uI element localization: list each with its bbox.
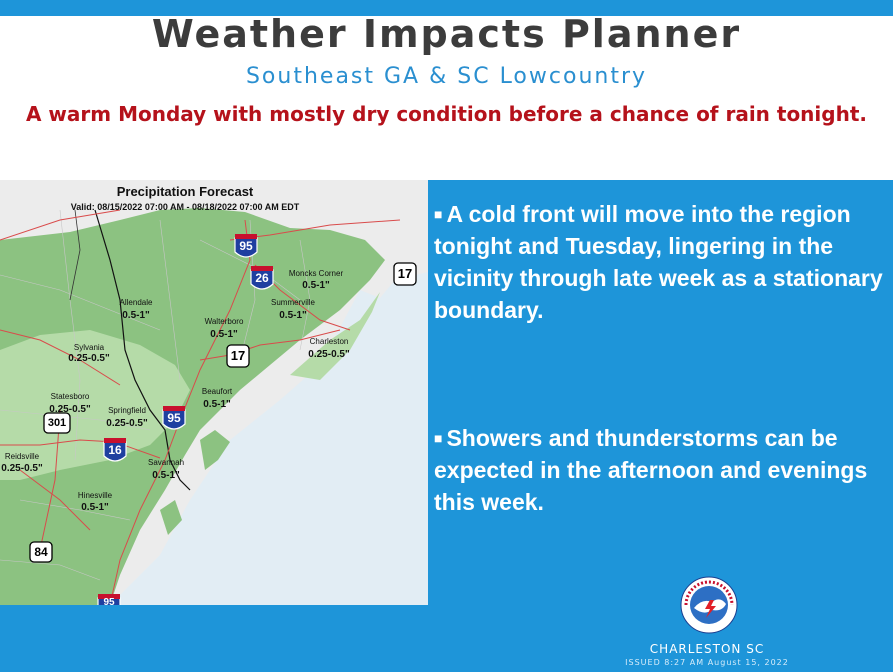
- page-title: Weather Impacts Planner: [151, 12, 742, 56]
- place-label: Savannah: [147, 458, 185, 467]
- bullet-square-icon: ■: [434, 430, 443, 446]
- bullet-item: ■ Showers and thunderstorms can be expect…: [434, 422, 884, 518]
- place-label: Walterboro: [204, 317, 244, 326]
- us-17-ne-shield: [393, 262, 417, 286]
- shield-number: 95: [167, 411, 181, 425]
- place-label: Summerville: [270, 298, 316, 307]
- bullet-square-icon: ■: [434, 206, 443, 222]
- rain-area-0-5-1: [0, 208, 385, 605]
- place-amount: 0.5-1": [210, 329, 238, 340]
- place-amount: 0.25-0.5": [49, 404, 91, 415]
- shield-number: 17: [397, 266, 413, 281]
- top-strip: [0, 0, 893, 16]
- discussion-panel: ■ A cold front will move into the region …: [428, 180, 893, 605]
- place-amount: 0.5-1": [122, 310, 150, 321]
- office-name: CHARLESTON SC: [649, 642, 765, 656]
- island: [200, 430, 230, 470]
- place-amount: 0.25-0.5": [1, 463, 43, 474]
- rain-area-0-25-0-5-west: [0, 330, 190, 480]
- place-label: Statesboro: [50, 392, 90, 401]
- place-label: Moncks Corner: [288, 269, 344, 278]
- place-label: Beaufort: [201, 387, 233, 396]
- bullet-text: A cold front will move into the region t…: [434, 201, 883, 323]
- place-label: Reidsville: [4, 452, 40, 461]
- precipitation-map: Precipitation Forecast Valid: 08/15/2022…: [0, 180, 428, 605]
- island: [160, 500, 182, 535]
- headline: A warm Monday with mostly dry condition …: [25, 102, 867, 126]
- shield-number: 16: [108, 443, 122, 457]
- place-amount: 0.25-0.5": [308, 349, 350, 360]
- rain-area-0-25-0-5-charleston: [290, 292, 380, 380]
- us-84-shield: [29, 541, 53, 563]
- interstate-95-mid-shield: [162, 406, 186, 430]
- page-subtitle: Southeast GA & SC Lowcountry: [245, 64, 648, 89]
- place-amount: 0.25-0.5": [68, 353, 110, 364]
- interstate-95-bottom-shield: [97, 594, 121, 605]
- place-label: Hinesville: [77, 491, 113, 500]
- shield-number: 84: [34, 545, 48, 559]
- footer-band: [0, 605, 893, 672]
- place-amount: 0.5-1": [203, 399, 231, 410]
- place-amount: 0.25-0.5": [106, 418, 148, 429]
- place-amount: 0.5-1": [152, 470, 180, 481]
- place-amount: 0.5-1": [81, 502, 109, 513]
- river: [69, 209, 81, 301]
- interstate-95-top-shield: [234, 234, 258, 258]
- nws-logo-icon: [680, 576, 738, 634]
- us-17-mid-shield: [226, 344, 250, 368]
- us-301-shield: [43, 412, 71, 434]
- shield-number: 95: [239, 239, 253, 253]
- bullet-text: Showers and thunderstorms can be expecte…: [434, 425, 868, 515]
- place-label: Allendale: [119, 298, 153, 307]
- place-label: Springfield: [108, 406, 146, 415]
- map-canvas: [0, 180, 428, 605]
- shield-number: 26: [255, 271, 269, 285]
- map-title: Precipitation Forecast: [116, 184, 254, 199]
- shield-number: 17: [230, 348, 246, 363]
- interstate-16-shield: [103, 438, 127, 462]
- place-amount: 0.5-1": [279, 310, 307, 321]
- interstate-26-shield: [250, 266, 274, 290]
- bullet-item: ■ A cold front will move into the region …: [434, 198, 884, 326]
- shield-number: 95: [103, 597, 115, 605]
- place-amount: 0.5-1": [302, 280, 330, 291]
- place-label: Sylvania: [73, 343, 105, 352]
- map-valid-period: Valid: 08/15/2022 07:00 AM - 08/18/2022 …: [70, 202, 300, 212]
- place-label: Charleston: [309, 337, 349, 346]
- state-border: [94, 209, 191, 491]
- shield-number: 301: [47, 417, 67, 429]
- issued-time: ISSUED 8:27 AM August 15, 2022: [625, 658, 789, 667]
- ocean-area: [110, 272, 428, 605]
